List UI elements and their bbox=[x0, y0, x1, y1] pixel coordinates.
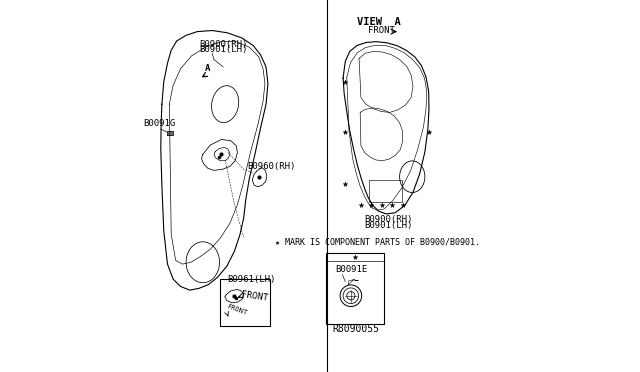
Text: B0091E: B0091E bbox=[335, 265, 368, 274]
Bar bbox=[369, 180, 402, 202]
Bar bbox=[326, 253, 385, 324]
Text: B0901(LH): B0901(LH) bbox=[364, 221, 412, 230]
Text: R8090055: R8090055 bbox=[332, 324, 379, 334]
Text: B0960(RH): B0960(RH) bbox=[248, 162, 296, 171]
Text: FRONT: FRONT bbox=[369, 26, 396, 35]
Text: B0901(LH): B0901(LH) bbox=[199, 45, 248, 54]
Text: ★ MARK IS COMPONENT PARTS OF B0900/B0901.: ★ MARK IS COMPONENT PARTS OF B0900/B0901… bbox=[275, 238, 479, 247]
Text: B0961(LH): B0961(LH) bbox=[228, 275, 276, 284]
Text: A: A bbox=[205, 64, 210, 73]
Bar bbox=[220, 279, 270, 326]
Text: VIEW  A: VIEW A bbox=[357, 17, 401, 27]
Text: FRONT: FRONT bbox=[241, 290, 269, 302]
Text: B0900(RH): B0900(RH) bbox=[199, 39, 248, 48]
Text: FRONT: FRONT bbox=[227, 303, 248, 316]
Text: B0091G: B0091G bbox=[143, 119, 175, 128]
Text: B0900(RH): B0900(RH) bbox=[364, 215, 412, 224]
